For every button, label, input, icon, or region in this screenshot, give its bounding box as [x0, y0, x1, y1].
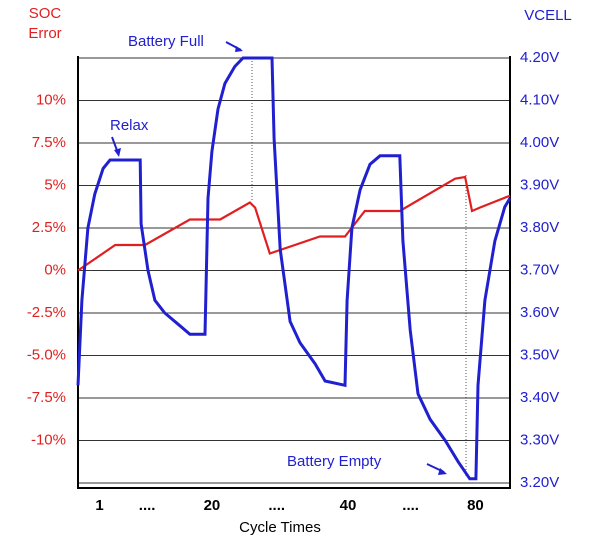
y-axis-title: Error [28, 25, 61, 42]
y-tick-label: 10% [36, 91, 66, 108]
annotation-arrow [114, 148, 121, 157]
axis-frame [77, 56, 511, 489]
series-line [77, 175, 511, 272]
y-tick-label: 7.5% [32, 134, 66, 151]
annotation-arrow [438, 468, 447, 475]
y2-tick-label: 3.90V [520, 176, 559, 193]
y-tick-label: 2.5% [32, 219, 66, 236]
y2-tick-label: 4.00V [520, 134, 559, 151]
x-tick-label: 20 [204, 497, 221, 514]
y2-tick-label: 3.60V [520, 304, 559, 321]
y2-tick-label: 3.30V [520, 431, 559, 448]
y-tick-label: -10% [31, 431, 66, 448]
annotation: Relax [110, 117, 149, 134]
y2-tick-label: 3.50V [520, 346, 559, 363]
annotation: Battery Full [128, 33, 204, 50]
y-tick-label: -2.5% [27, 304, 66, 321]
x-axis-title: Cycle Times [239, 519, 321, 536]
y-tick-label: -5.0% [27, 346, 66, 363]
y2-tick-label: 3.80V [520, 219, 559, 236]
annotation-arrow [235, 46, 243, 52]
y-tick-label: -7.5% [27, 389, 66, 406]
annotation: Battery Empty [287, 453, 382, 470]
x-tick-label: 1 [95, 497, 103, 514]
y-axis-title: SOC [29, 5, 62, 22]
y-tick-label: 0% [44, 261, 66, 278]
y2-axis-title: VCELL [524, 7, 572, 24]
x-tick-label: .... [268, 497, 285, 514]
x-tick-label: 80 [467, 497, 484, 514]
x-tick-label: .... [402, 497, 419, 514]
y-tick-label: 5% [44, 176, 66, 193]
y2-tick-label: 4.20V [520, 49, 559, 66]
y2-tick-label: 3.40V [520, 389, 559, 406]
y2-tick-label: 4.10V [520, 91, 559, 108]
y2-tick-label: 3.70V [520, 261, 559, 278]
series-line [76, 56, 512, 481]
x-tick-label: 40 [340, 497, 357, 514]
y2-tick-label: 3.20V [520, 474, 559, 491]
x-tick-label: .... [139, 497, 156, 514]
